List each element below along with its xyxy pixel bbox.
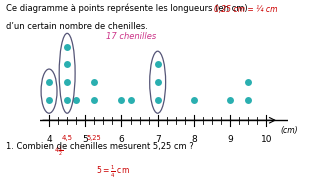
- Text: 9: 9: [227, 135, 233, 144]
- Text: 4: 4: [46, 135, 52, 144]
- Text: d’un certain nombre de chenilles.: d’un certain nombre de chenilles.: [6, 22, 148, 31]
- Text: 1. Combien de chenilles mesurent 5,25 cm ?: 1. Combien de chenilles mesurent 5,25 cm…: [6, 142, 194, 151]
- Text: (cm): (cm): [280, 126, 298, 135]
- Text: 10: 10: [260, 135, 272, 144]
- Text: 5: 5: [82, 135, 88, 144]
- Text: 17 chenilles: 17 chenilles: [106, 32, 156, 41]
- Text: 5,25: 5,25: [87, 135, 102, 141]
- Text: $5 = \frac{1}{4}$ cm: $5 = \frac{1}{4}$ cm: [96, 164, 130, 180]
- Text: 0,25 cm = ¼ cm: 0,25 cm = ¼ cm: [214, 5, 278, 14]
- Text: 4,5: 4,5: [62, 135, 73, 141]
- Text: $4\frac{1}{2}$: $4\frac{1}{2}$: [53, 145, 63, 159]
- Text: 6: 6: [119, 135, 124, 144]
- Text: 7: 7: [155, 135, 161, 144]
- Text: Ce diagramme à points représente les longueurs (en cm): Ce diagramme à points représente les lon…: [6, 4, 248, 13]
- Text: 8: 8: [191, 135, 197, 144]
